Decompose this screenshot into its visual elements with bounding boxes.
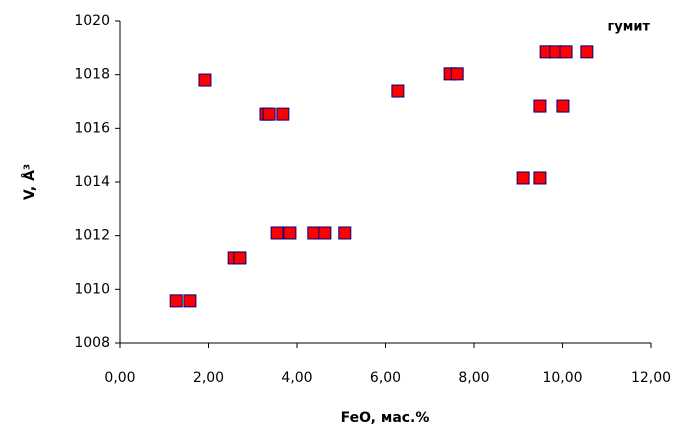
- point: [516, 171, 530, 185]
- point: [233, 251, 247, 265]
- y-axis-label: V, Å³: [21, 164, 38, 200]
- point: [318, 226, 332, 240]
- point: [283, 226, 297, 240]
- y-tick-label: 1014: [74, 174, 110, 190]
- point: [391, 84, 405, 98]
- y-tick-label: 1008: [74, 335, 110, 351]
- point: [270, 226, 284, 240]
- point: [338, 226, 352, 240]
- x-tick-label: 8,00: [458, 370, 489, 386]
- point: [533, 99, 547, 113]
- point: [533, 171, 547, 185]
- point: [450, 67, 464, 81]
- point: [556, 99, 570, 113]
- point: [262, 107, 276, 121]
- point: [307, 226, 321, 240]
- y-tick-label: 1016: [74, 120, 110, 136]
- point: [198, 73, 212, 87]
- y-tick-label: 1012: [74, 228, 110, 244]
- point: [580, 45, 594, 59]
- point: [559, 45, 573, 59]
- point: [183, 294, 197, 308]
- y-tick-label: 1020: [74, 13, 110, 29]
- x-axis-label: FeO, мас.%: [341, 410, 430, 426]
- y-tick-label: 1010: [74, 281, 110, 297]
- point: [276, 107, 290, 121]
- x-tick-label: 6,00: [370, 370, 401, 386]
- x-tick-label: 2,00: [193, 370, 224, 386]
- x-tick-label: 0,00: [104, 370, 135, 386]
- x-tick-label: 4,00: [281, 370, 312, 386]
- y-tick-label: 1018: [74, 67, 110, 83]
- point: [169, 294, 183, 308]
- annotation: гумит: [607, 20, 650, 35]
- x-tick-label: 10,00: [542, 370, 582, 386]
- x-tick-label: 12,00: [631, 370, 671, 386]
